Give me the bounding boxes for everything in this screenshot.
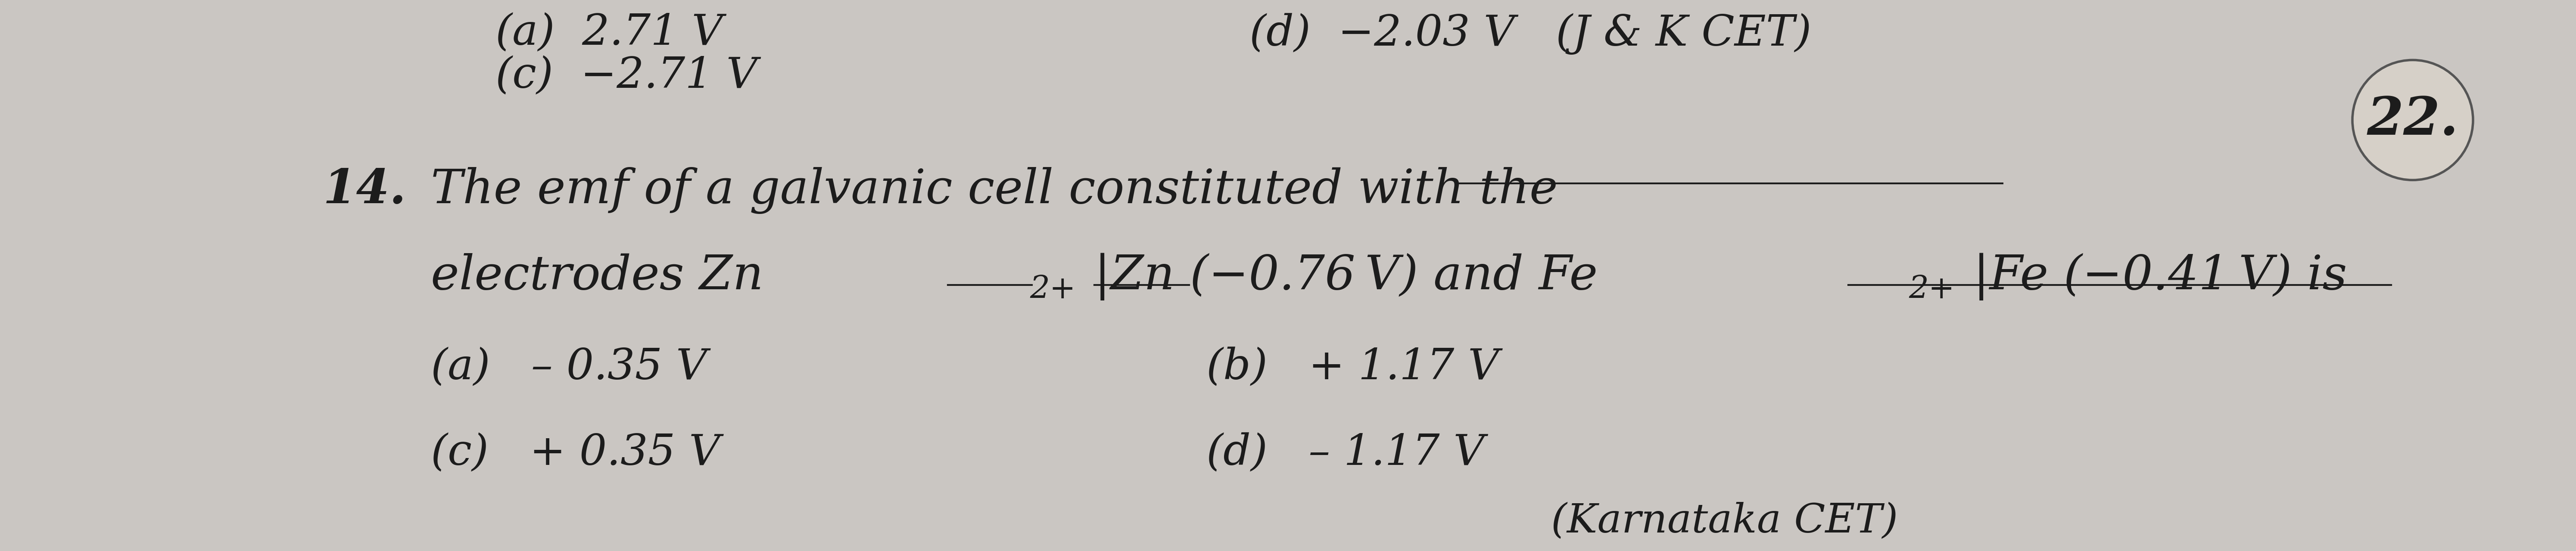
Text: (d)   – 1.17 V: (d) – 1.17 V: [1206, 433, 1484, 474]
Text: 2+: 2+: [1909, 274, 1955, 305]
Text: |Fe (−0.41 V) is: |Fe (−0.41 V) is: [1973, 253, 2347, 300]
Text: (c)  −2.71 V: (c) −2.71 V: [495, 56, 757, 97]
Text: (c)   + 0.35 V: (c) + 0.35 V: [430, 433, 721, 474]
Text: The emf of a galvanic cell constituted with the: The emf of a galvanic cell constituted w…: [430, 167, 1558, 214]
Circle shape: [2352, 60, 2473, 180]
Text: electrodes Zn: electrodes Zn: [430, 253, 762, 299]
Text: 22.: 22.: [2367, 95, 2458, 145]
Text: (Karnataka CET): (Karnataka CET): [1551, 501, 1899, 541]
Text: |Zn (−0.76 V) and Fe: |Zn (−0.76 V) and Fe: [1095, 253, 1597, 300]
Text: (a)   – 0.35 V: (a) – 0.35 V: [430, 347, 708, 388]
Text: (d)  −2.03 V   (J & K CET): (d) −2.03 V (J & K CET): [1249, 13, 1811, 55]
Text: (a)  2.71 V: (a) 2.71 V: [495, 13, 724, 54]
Text: 14.: 14.: [322, 167, 407, 213]
Text: (b)   + 1.17 V: (b) + 1.17 V: [1206, 347, 1499, 388]
Text: 2+: 2+: [1030, 274, 1077, 305]
